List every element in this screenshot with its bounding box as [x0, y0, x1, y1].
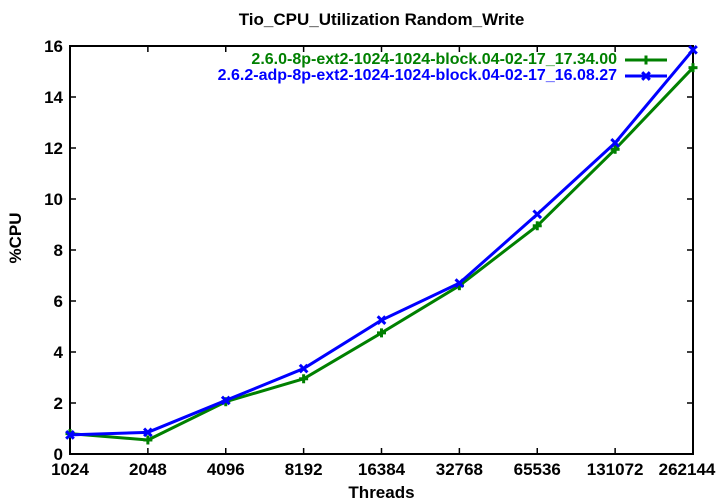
x-axis-label: Threads — [348, 483, 415, 502]
data-point-marker-series2 — [65, 430, 75, 440]
x-tick-label: 1024 — [51, 460, 89, 479]
data-point-marker-series2 — [143, 427, 153, 438]
data-point-marker-series2 — [220, 395, 231, 406]
legend-item-series2: 2.6.2-adp-8p-ext2-1024-1024-block.04-02-… — [218, 68, 668, 84]
x-tick-label: 262144 — [659, 460, 716, 479]
y-tick-label: 0 — [54, 445, 63, 464]
data-point-marker-series2 — [688, 44, 698, 55]
chart-title: Tio_CPU_Utilization Random_Write — [238, 10, 525, 29]
y-tick-label: 2 — [54, 394, 63, 413]
x-tick-label: 2048 — [129, 460, 167, 479]
x-tick-label: 16384 — [358, 460, 406, 479]
y-tick-label: 4 — [54, 343, 64, 362]
legend-sample-marker — [641, 71, 651, 81]
legend-item-series1: 2.6.0-8p-ext2-1024-1024-block.04-02-17_1… — [251, 52, 668, 68]
data-point-marker-series2 — [532, 209, 543, 220]
data-point-marker-series2 — [298, 363, 309, 374]
series-line-2 — [68, 48, 695, 437]
x-tick-label: 8192 — [285, 460, 323, 479]
x-tick-label: 131072 — [587, 460, 644, 479]
y-tick-label: 14 — [44, 88, 63, 107]
y-tick-label: 12 — [44, 139, 63, 158]
x-tick-label: 65536 — [514, 460, 561, 479]
x-tick-label: 32768 — [436, 460, 483, 479]
plot-border — [69, 45, 694, 455]
y-tick-label: 8 — [54, 241, 63, 260]
y-tick-label: 10 — [44, 190, 63, 209]
legend-label-series2: 2.6.2-adp-8p-ext2-1024-1024-block.04-02-… — [217, 67, 617, 84]
series-line-1 — [68, 66, 695, 442]
y-tick-label: 6 — [54, 292, 63, 311]
data-point-marker-series2 — [454, 278, 465, 289]
legend: 2.6.0-8p-ext2-1024-1024-block.04-02-17_1… — [218, 52, 668, 84]
x-tick-label: 4096 — [207, 460, 245, 479]
legend-line-sample-series1 — [625, 55, 667, 65]
data-point-marker-series2 — [376, 315, 387, 325]
legend-label-series1: 2.6.0-8p-ext2-1024-1024-block.04-02-17_1… — [251, 51, 617, 68]
data-point-marker-series2 — [610, 138, 620, 148]
legend-line-sample-series2 — [625, 71, 667, 81]
y-tick-label: 16 — [44, 37, 63, 56]
